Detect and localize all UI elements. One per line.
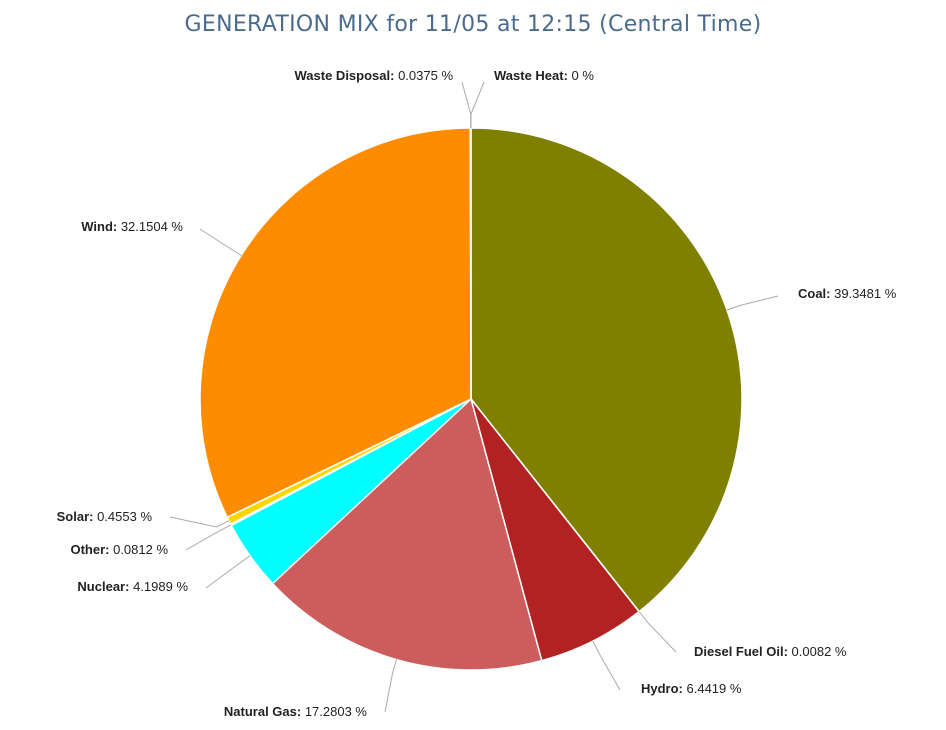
data-label-wind: Wind: 32.1504 % xyxy=(81,219,183,234)
data-label-name-natural-gas: Natural Gas: xyxy=(224,704,301,719)
connector-nuclear xyxy=(205,555,251,589)
data-label-name-hydro: Hydro: xyxy=(641,681,683,696)
data-label-diesel-fuel-oil: Diesel Fuel Oil: 0.0082 % xyxy=(694,644,847,659)
data-label-value-diesel-fuel-oil: 0.0082 % xyxy=(788,644,847,659)
data-label-name-solar: Solar: xyxy=(57,509,94,524)
connector-waste-disposal xyxy=(461,81,472,128)
data-label-waste-heat: Waste Heat: 0 % xyxy=(494,68,594,83)
chart-title: GENERATION MIX for 11/05 at 12:15 (Centr… xyxy=(184,12,762,37)
data-label-other: Other: 0.0812 % xyxy=(70,542,168,557)
data-label-name-waste-disposal: Waste Disposal: xyxy=(295,68,395,83)
data-labels: Waste Heat: 0 % Coal: 39.3481 % Diesel Fue… xyxy=(57,68,897,719)
connector-natural-gas xyxy=(384,659,397,713)
data-label-solar: Solar: 0.4553 % xyxy=(57,509,153,524)
data-label-name-waste-heat: Waste Heat: xyxy=(494,68,568,83)
data-label-value-solar: 0.4553 % xyxy=(93,509,152,524)
data-label-value-waste-disposal: 0.0375 % xyxy=(394,68,453,83)
data-label-name-diesel-fuel-oil: Diesel Fuel Oil: xyxy=(694,644,788,659)
connector-hydro xyxy=(592,640,621,691)
connector-wind xyxy=(199,228,242,256)
data-label-value-other: 0.0812 % xyxy=(109,542,168,557)
connector-coal xyxy=(726,295,779,311)
pie-slice-waste-disposal[interactable] xyxy=(469,127,472,400)
data-label-name-other: Other: xyxy=(70,542,109,557)
data-label-name-coal: Coal: xyxy=(798,286,831,301)
data-label-name-nuclear: Nuclear: xyxy=(77,579,129,594)
pie-slice-coal[interactable] xyxy=(470,127,743,613)
data-label-value-natural-gas: 17.2803 % xyxy=(301,704,367,719)
data-label-value-coal: 39.3481 % xyxy=(831,286,897,301)
label-connectors xyxy=(169,81,779,713)
connector-solar xyxy=(169,516,230,528)
data-label-coal: Coal: 39.3481 % xyxy=(798,286,897,301)
data-label-natural-gas: Natural Gas: 17.2803 % xyxy=(224,704,368,719)
data-label-waste-disposal: Waste Disposal: 0.0375 % xyxy=(295,68,454,83)
data-label-value-nuclear: 4.1989 % xyxy=(129,579,188,594)
data-label-value-waste-heat: 0 % xyxy=(568,68,594,83)
data-label-name-wind: Wind: xyxy=(81,219,117,234)
data-label-value-hydro: 6.4419 % xyxy=(683,681,742,696)
connector-diesel-fuel-oil xyxy=(638,611,677,653)
data-label-value-wind: 32.1504 % xyxy=(117,219,183,234)
connector-waste-heat xyxy=(470,81,485,128)
connector-other xyxy=(185,524,232,551)
data-label-hydro: Hydro: 6.4419 % xyxy=(641,681,742,696)
pie-slices xyxy=(199,127,743,671)
data-label-nuclear: Nuclear: 4.1989 % xyxy=(77,579,188,594)
